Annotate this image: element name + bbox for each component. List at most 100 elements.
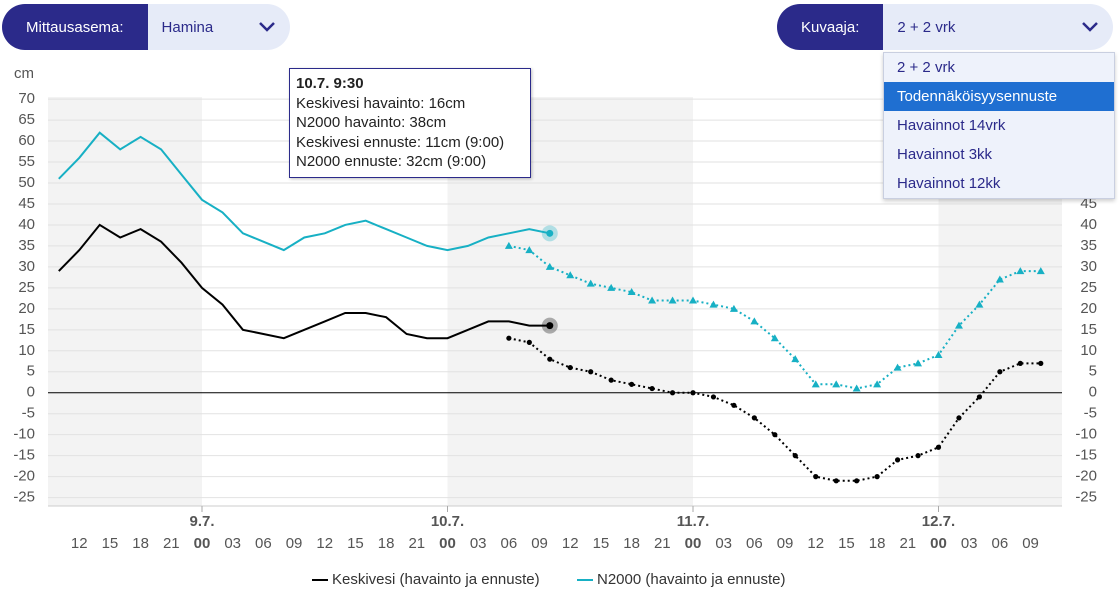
x-tick-label: 06 <box>992 535 1009 552</box>
forecast-marker <box>772 432 778 438</box>
x-tick-label: 00 <box>194 535 211 552</box>
x-tick-label: 21 <box>408 535 425 552</box>
x-tick-label: 15 <box>593 535 610 552</box>
x-tick-label: 18 <box>378 535 395 552</box>
forecast-marker <box>506 335 512 341</box>
y2-tick-label: -5 <box>1084 405 1097 422</box>
forecast-marker <box>526 339 532 345</box>
menu-option[interactable]: 2 + 2 vrk <box>897 59 955 76</box>
x-tick-label: 12 <box>316 535 333 552</box>
menu-option[interactable]: Havainnot 14vrk <box>897 117 1006 134</box>
y2-tick-label: 5 <box>1089 363 1097 380</box>
y-tick-label: 10 <box>18 342 35 359</box>
y-tick-label: 40 <box>18 216 35 233</box>
x-tick-label: 03 <box>224 535 241 552</box>
day-label: 10.7. <box>431 513 464 530</box>
x-tick-label: 00 <box>685 535 702 552</box>
y2-tick-label: 40 <box>1080 216 1097 233</box>
hover-point <box>546 322 554 330</box>
y2-tick-label: 0 <box>1089 384 1097 401</box>
tooltip-line: Keskivesi ennuste: 11cm (9:00) <box>296 133 505 151</box>
forecast-marker <box>608 377 614 383</box>
x-tick-label: 21 <box>899 535 916 552</box>
x-tick-label: 15 <box>102 535 119 552</box>
y2-tick-label: 35 <box>1080 237 1097 254</box>
tooltip-line: N2000 havainto: 38cm <box>296 114 447 131</box>
day-label: 12.7. <box>922 513 955 530</box>
forecast-marker <box>792 453 798 459</box>
forecast-marker <box>997 369 1003 375</box>
station-select[interactable]: Mittausasema: Hamina <box>2 4 290 50</box>
forecast-marker <box>833 478 839 484</box>
forecast-marker <box>688 296 697 304</box>
forecast-marker <box>852 384 861 392</box>
y2-tick-label: 30 <box>1080 258 1097 275</box>
graph-label: Kuvaaja: <box>777 4 884 50</box>
chevron <box>1082 22 1098 32</box>
x-tick-label: 15 <box>347 535 364 552</box>
graph-value-text: 2 + 2 vrk <box>897 18 956 36</box>
forecast-marker <box>954 321 963 329</box>
forecast-marker <box>975 300 984 308</box>
y-tick-label: 20 <box>18 300 35 317</box>
x-tick-label: 18 <box>132 535 149 552</box>
y-tick-label: -5 <box>22 405 35 422</box>
graph-value[interactable]: 2 + 2 vrk <box>883 4 1113 50</box>
station-value-text: Hamina <box>161 18 214 36</box>
day-label: 9.7. <box>189 513 214 530</box>
forecast-marker <box>832 380 841 388</box>
y2-tick-label: -10 <box>1075 426 1097 443</box>
station-value[interactable]: Hamina <box>147 4 290 50</box>
forecast-marker <box>873 380 882 388</box>
y-tick-label: -15 <box>13 447 35 464</box>
y-tick-label: 35 <box>18 237 35 254</box>
forecast-marker <box>504 241 513 249</box>
y2-tick-label: 20 <box>1080 300 1097 317</box>
menu-option[interactable]: Todennäköisyysennuste <box>884 82 1114 111</box>
forecast-marker <box>935 444 942 450</box>
x-tick-label: 03 <box>961 535 978 552</box>
forecast-marker <box>934 350 943 358</box>
menu-option[interactable]: Havainnot 12kk <box>897 175 1001 192</box>
y2-tick-label: -25 <box>1075 489 1097 506</box>
x-tick-label: 06 <box>255 535 272 552</box>
forecast-marker <box>709 300 718 308</box>
forecast-marker <box>854 478 860 484</box>
forecast-marker <box>813 474 819 480</box>
menu-option[interactable]: Havainnot 3kk <box>897 146 993 163</box>
y-tick-label: -10 <box>13 426 35 443</box>
x-tick-label: 09 <box>286 535 303 552</box>
y-tick-label: 0 <box>27 384 35 401</box>
y2-tick-label: 10 <box>1080 342 1097 359</box>
y-tick-label: -25 <box>13 489 35 506</box>
x-tick-label: 15 <box>838 535 855 552</box>
x-tick-label: 12 <box>562 535 579 552</box>
forecast-marker <box>995 275 1004 283</box>
forecast-marker <box>710 394 717 400</box>
forecast-marker <box>525 246 534 254</box>
forecast-marker <box>627 288 636 296</box>
forecast-marker <box>1038 360 1044 366</box>
x-tick-label: 09 <box>531 535 548 552</box>
forecast-marker <box>588 369 594 375</box>
forecast-marker <box>976 394 983 400</box>
y-tick-label: 5 <box>27 363 35 380</box>
graph-select[interactable]: Kuvaaja: 2 + 2 vrk <box>777 4 1113 50</box>
observation-line <box>58 223 550 340</box>
forecast-marker <box>956 415 962 421</box>
forecast-marker <box>914 359 923 367</box>
forecast-marker <box>770 334 779 342</box>
forecast-marker <box>648 296 657 304</box>
legend-label: Keskivesi (havainto ja ennuste) <box>332 571 540 588</box>
y2-tick-label: -20 <box>1075 468 1097 485</box>
forecast-marker <box>547 356 553 362</box>
forecast-marker <box>811 380 820 388</box>
station-label: Mittausasema: <box>2 4 148 50</box>
x-tick-label: 06 <box>501 535 518 552</box>
day-label: 11.7. <box>677 513 710 530</box>
forecast-marker <box>586 279 595 287</box>
forecast-marker <box>791 355 800 363</box>
forecast-marker <box>874 474 880 480</box>
